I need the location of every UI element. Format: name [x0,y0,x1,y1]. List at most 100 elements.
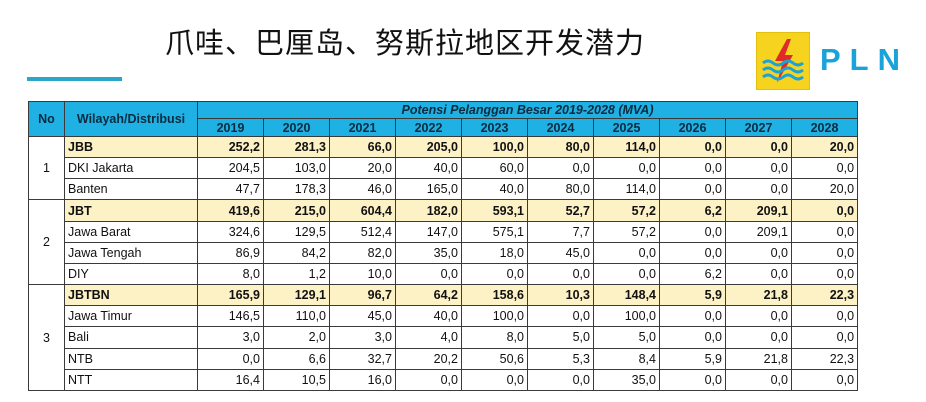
super-header: Potensi Pelanggan Besar 2019-2028 (MVA) [196,101,859,119]
value-cell: 0,0 [790,241,859,264]
value-cell: 0,0 [725,178,792,201]
value-cell: 5,0 [593,326,660,349]
value-cell: 22,3 [790,284,859,307]
value-cell: 0,0 [395,368,462,392]
value-cell: 20,0 [790,135,859,159]
value-cell: 8,0 [197,262,264,286]
value-cell: 45,0 [527,241,594,264]
value-cell: 165,9 [197,284,264,307]
value-cell: 57,2 [593,199,660,222]
value-cell: 324,6 [197,220,264,243]
value-cell: 0,0 [659,220,726,243]
value-cell: 0,0 [197,347,264,370]
value-cell: 6,2 [659,199,726,222]
region-name: Jawa Timur [64,305,198,328]
value-cell: 57,2 [593,220,660,243]
potensi-table: No Wilayah/Distribusi Potensi Pelanggan … [28,101,859,392]
value-cell: 0,0 [790,326,859,349]
value-cell: 60,0 [461,157,528,180]
value-cell: 10,0 [329,262,396,286]
region-name: DIY [64,262,198,286]
header-row-years: 2019 2020 2021 2022 2023 2024 2025 2026 2027 2028 [29,118,859,137]
value-cell: 1,2 [263,262,330,286]
value-cell: 0,0 [790,305,859,328]
value-cell: 52,7 [527,199,594,222]
value-cell: 20,2 [395,347,462,370]
col-header-year: 2027 [725,118,792,137]
value-cell: 148,4 [593,284,660,307]
col-header-region: Wilayah/Distribusi [64,101,198,137]
value-cell: 32,7 [329,347,396,370]
value-cell: 0,0 [527,305,594,328]
value-cell: 6,2 [659,262,726,286]
value-cell: 46,0 [329,178,396,201]
value-cell: 0,0 [593,262,660,286]
value-cell: 512,4 [329,220,396,243]
col-header-year: 2023 [461,118,528,137]
region-name: Jawa Barat [64,220,198,243]
value-cell: 80,0 [527,178,594,201]
region-name: NTB [64,347,198,370]
value-cell: 10,5 [263,368,330,392]
value-cell: 84,2 [263,241,330,264]
value-cell: 10,3 [527,284,594,307]
value-cell: 20,0 [790,178,859,201]
col-header-year: 2020 [263,118,330,137]
value-cell: 165,0 [395,178,462,201]
region-name: DKI Jakarta [64,157,198,180]
value-cell: 35,0 [395,241,462,264]
value-cell: 16,4 [197,368,264,392]
value-cell: 0,0 [725,262,792,286]
value-cell: 0,0 [659,241,726,264]
value-cell: 8,0 [461,326,528,349]
value-cell: 0,0 [725,241,792,264]
value-cell: 0,0 [725,305,792,328]
region-row: 3 JBTBN 165,9 129,1 96,7 64,2 158,6 10,3 148,4 5,… [28,284,859,391]
value-cell: 0,0 [659,305,726,328]
value-cell: 18,0 [461,241,528,264]
value-cell: 0,0 [790,368,859,392]
value-cell: 2,0 [263,326,330,349]
title-accent-line [27,77,122,81]
value-cell: 0,0 [659,178,726,201]
col-header-year: 2025 [593,118,660,137]
value-cell: 209,1 [725,199,792,222]
value-cell: 80,0 [527,135,594,159]
value-cell: 114,0 [593,178,660,201]
value-cell: 146,5 [197,305,264,328]
group-number: 2 [28,199,65,286]
value-cell: 40,0 [395,305,462,328]
value-cell: 66,0 [329,135,396,159]
group-number: 3 [28,284,65,391]
value-cell: 40,0 [461,178,528,201]
col-header-year: 2021 [329,118,396,137]
value-cell: 22,3 [790,347,859,370]
value-cell: 0,0 [659,368,726,392]
value-cell: 0,0 [593,157,660,180]
region-name: Jawa Tengah [64,241,198,264]
value-cell: 100,0 [593,305,660,328]
value-cell: 129,1 [263,284,330,307]
value-cell: 0,0 [395,262,462,286]
region-name: Banten [64,178,198,201]
value-cell: 5,9 [659,284,726,307]
value-cell: 7,7 [527,220,594,243]
value-cell: 0,0 [725,368,792,392]
value-cell: 0,0 [527,157,594,180]
value-cell: 21,8 [725,284,792,307]
value-cell: 205,0 [395,135,462,159]
value-cell: 47,7 [197,178,264,201]
value-cell: 6,6 [263,347,330,370]
table-row: DKI Jakarta 204,5 103,0 20,0 40,0 60,0 0,0 0,0 0… [29,157,859,180]
pln-logo-text: PLN [820,42,909,77]
value-cell: 0,0 [790,262,859,286]
col-header-no: No [28,101,65,137]
value-cell: 3,0 [197,326,264,349]
region-name: JBT [64,199,198,222]
value-cell: 35,0 [593,368,660,392]
value-cell: 100,0 [461,305,528,328]
value-cell: 103,0 [263,157,330,180]
region-row: 2 JBT 419,6 215,0 604,4 182,0 593,1 52,7 57,2 6,2… [28,199,859,286]
value-cell: 593,1 [461,199,528,222]
value-cell: 16,0 [329,368,396,392]
